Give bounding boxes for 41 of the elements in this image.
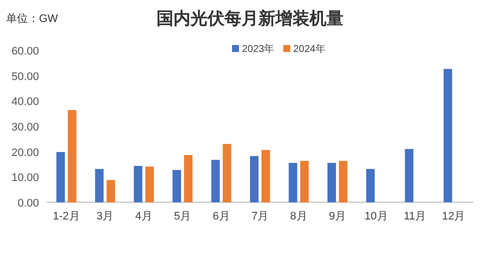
bar xyxy=(134,166,142,202)
bar xyxy=(211,160,220,202)
bar xyxy=(444,68,452,202)
bar xyxy=(338,160,348,202)
bar xyxy=(106,180,116,202)
bar xyxy=(250,156,258,202)
x-tick-label: 12月 xyxy=(442,210,466,222)
x-tick-label: 8月 xyxy=(290,210,308,222)
bar xyxy=(68,110,76,202)
bar xyxy=(56,152,65,202)
bar xyxy=(288,162,298,202)
y-tick-label: 20.00 xyxy=(11,146,39,159)
x-tick-label: 10月 xyxy=(364,210,388,222)
bar xyxy=(145,166,154,202)
legend-label: 2024年 xyxy=(293,43,326,55)
x-tick-label: 3月 xyxy=(96,210,114,222)
bar xyxy=(327,162,336,202)
y-tick-label: 10.00 xyxy=(11,172,39,184)
x-tick-label: 5月 xyxy=(174,210,192,222)
y-tick-label: 0.00 xyxy=(18,197,39,210)
bar xyxy=(184,155,193,202)
y-tick-label: 40.00 xyxy=(11,96,39,108)
bar xyxy=(404,148,414,202)
x-tick-label: 11月 xyxy=(404,210,426,222)
x-tick-label: 1-2月 xyxy=(52,210,80,222)
bar xyxy=(366,168,375,202)
x-tick-label: 4月 xyxy=(135,210,152,222)
bar xyxy=(222,144,232,202)
x-tick-label: 9月 xyxy=(328,210,346,222)
y-tick-label: 50.00 xyxy=(11,70,39,83)
x-tick-label: 6月 xyxy=(212,210,230,222)
y-tick-label: 60.00 xyxy=(11,46,39,58)
bar xyxy=(172,170,182,202)
text: 单位：GW xyxy=(6,12,59,25)
bar xyxy=(262,150,270,202)
x-tick-label: 7月 xyxy=(251,210,269,222)
y-tick-label: 30.00 xyxy=(11,122,39,134)
chart-title: 国内光伏每月新增装机量 xyxy=(156,9,344,28)
bar xyxy=(95,168,104,202)
legend-label: 2023年 xyxy=(242,43,274,55)
bar xyxy=(300,160,309,202)
